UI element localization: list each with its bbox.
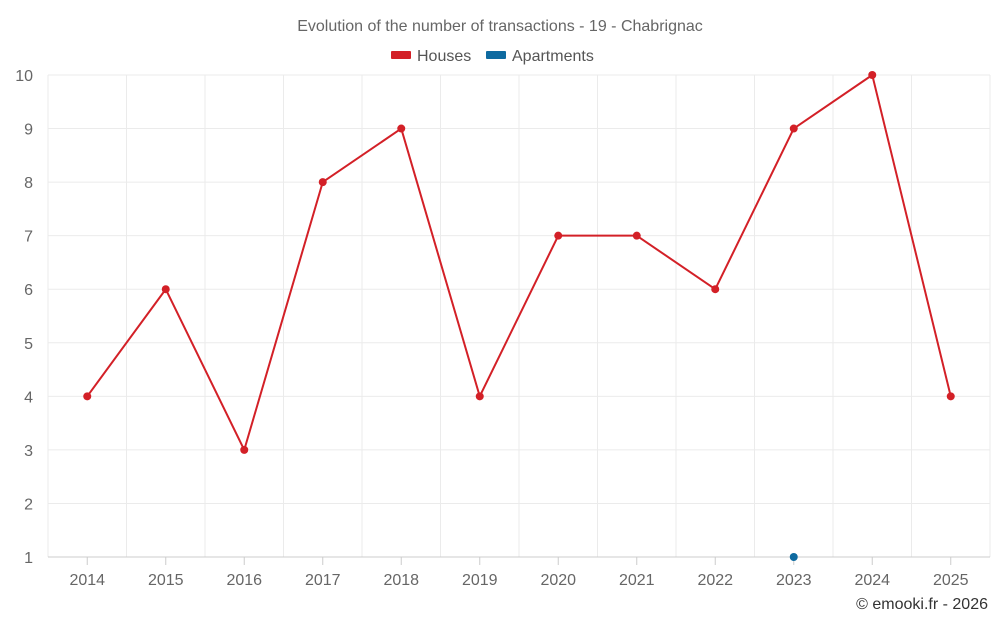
data-point-houses-2021[interactable]: [632, 231, 641, 240]
legend: Houses Apartments: [391, 48, 594, 65]
y-tick-label: 10: [15, 68, 33, 85]
x-tick-label: 2023: [776, 572, 812, 589]
y-tick-label: 5: [24, 336, 33, 353]
data-point-houses-2014[interactable]: [83, 392, 92, 401]
series-houses: [83, 71, 955, 454]
x-tick-label: 2019: [462, 572, 498, 589]
data-point-houses-2023[interactable]: [789, 124, 798, 133]
y-tick-label: 1: [24, 550, 33, 567]
y-tick-label: 3: [24, 443, 33, 460]
y-tick-label: 4: [24, 389, 33, 406]
data-point-houses-2022[interactable]: [711, 285, 720, 294]
x-tick-label: 2020: [540, 572, 576, 589]
series: [83, 71, 955, 561]
data-point-houses-2015[interactable]: [161, 285, 170, 294]
x-tick-label: 2024: [854, 572, 890, 589]
legend-label-apartments: Apartments: [512, 48, 594, 65]
data-point-houses-2024[interactable]: [868, 71, 877, 79]
data-point-houses-2025[interactable]: [946, 392, 955, 401]
legend-swatch-apartments: [486, 51, 506, 59]
chart-title: Evolution of the number of transactions …: [297, 18, 703, 35]
legend-item-apartments[interactable]: Apartments: [486, 48, 594, 65]
legend-swatch-houses: [391, 51, 411, 59]
x-tick-label: 2022: [697, 572, 733, 589]
series-apartments: [789, 553, 798, 561]
y-tick-label: 7: [24, 229, 33, 246]
data-point-apartments-2023[interactable]: [789, 553, 798, 561]
y-tick-label: 8: [24, 175, 33, 192]
x-tick-label: 2021: [619, 572, 655, 589]
data-point-houses-2019[interactable]: [475, 392, 484, 401]
y-tick-label: 9: [24, 122, 33, 139]
credit-text: © emooki.fr - 2026: [856, 596, 988, 613]
data-point-houses-2017[interactable]: [318, 178, 327, 187]
legend-item-houses[interactable]: Houses: [391, 48, 471, 65]
y-tick-label: 6: [24, 282, 33, 299]
x-tick-label: 2018: [383, 572, 419, 589]
x-tick-label: 2017: [305, 572, 341, 589]
series-line-houses: [86, 74, 952, 451]
x-tick-label: 2014: [69, 572, 105, 589]
data-point-houses-2020[interactable]: [554, 231, 563, 240]
legend-label-houses: Houses: [417, 48, 471, 65]
x-tick-label: 2016: [226, 572, 262, 589]
data-point-houses-2016[interactable]: [240, 445, 249, 454]
y-tick-label: 2: [24, 496, 33, 513]
data-point-houses-2018[interactable]: [397, 124, 406, 133]
x-tick-label: 2025: [933, 572, 969, 589]
y-axis: 1 2 3 4 5 6 7 8 9 10: [15, 68, 33, 567]
x-tick-label: 2015: [148, 572, 184, 589]
x-axis: 2014 2015 2016 2017 2018 2019 2020 2021 2022 2023…: [48, 556, 990, 589]
